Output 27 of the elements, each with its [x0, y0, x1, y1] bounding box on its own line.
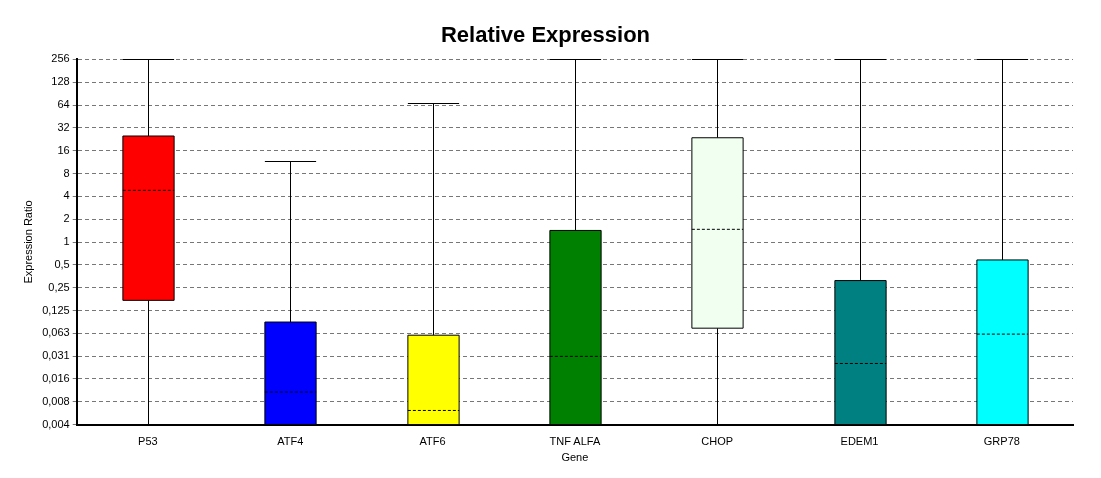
x-tick-label: ATF4	[277, 435, 304, 448]
y-tick-label: 0,004	[42, 417, 70, 430]
y-tick-label: 0,063	[42, 326, 70, 339]
y-tick-label: 2	[63, 212, 70, 225]
x-tick-label: P53	[138, 435, 158, 448]
y-axis-title: Expression Ratio	[21, 200, 34, 284]
y-tick-label: 8	[63, 166, 70, 179]
y-tick-label: 0,031	[42, 349, 70, 362]
x-tick-label: CHOP	[701, 435, 734, 448]
y-tick-label: 0,5	[54, 257, 70, 270]
y-tick-label: 32	[57, 120, 70, 133]
y-tick-label: 16	[57, 143, 70, 156]
x-tick-label: ATF6	[419, 435, 446, 448]
y-tick-label: 0,25	[48, 280, 70, 293]
y-tick-label: 0,125	[42, 303, 70, 316]
y-tick-label: 64	[57, 98, 70, 111]
y-tick-label: 0,016	[42, 371, 70, 384]
y-tick-label: 256	[51, 52, 70, 65]
x-tick-label: EDEM1	[840, 435, 879, 448]
y-tick-label: 4	[63, 189, 70, 202]
x-tick-label: TNF ALFA	[549, 435, 601, 448]
y-tick-label: 0,008	[42, 394, 70, 407]
x-axis-title: Gene	[561, 451, 589, 464]
y-tick-label: 1	[63, 235, 70, 248]
x-tick-label: GRP78	[983, 435, 1020, 448]
y-tick-label: 128	[51, 75, 70, 88]
chart-title: Relative Expression	[440, 22, 651, 48]
